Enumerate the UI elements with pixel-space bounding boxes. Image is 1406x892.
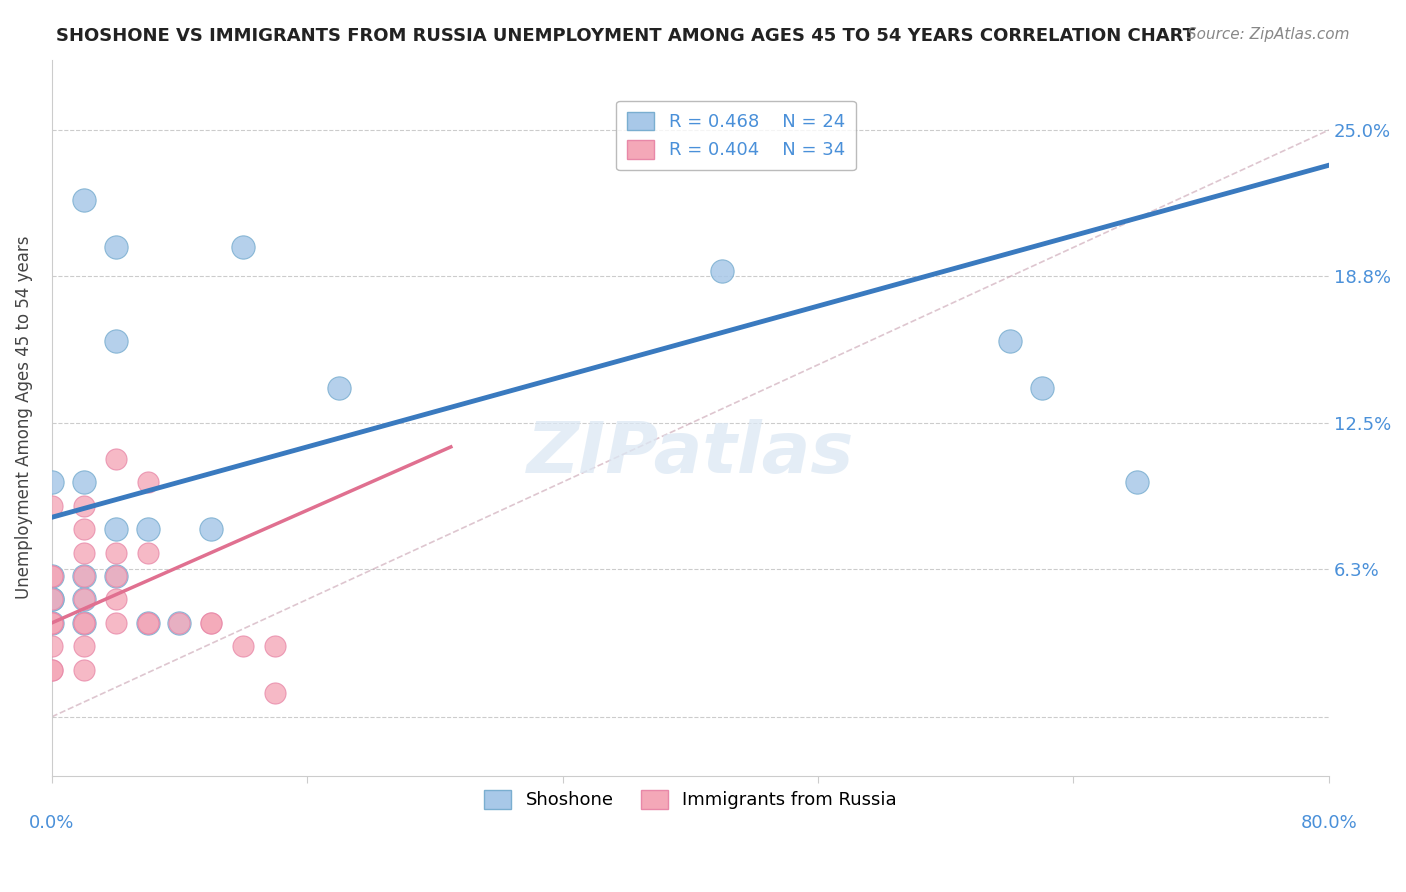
Point [41,615,63,630]
Point [1031,381,1053,395]
Point [73,475,96,489]
Point [136,615,159,630]
Point [136,475,159,489]
Point [104,522,127,536]
Point [104,240,127,254]
Point [998,334,1021,349]
Point [41,569,63,583]
Point [73,615,96,630]
Point [73,194,96,208]
Point [200,615,222,630]
Point [73,522,96,536]
Point [41,569,63,583]
Text: ZIPatlas: ZIPatlas [527,419,853,488]
Point [136,615,159,630]
Point [136,522,159,536]
Point [41,475,63,489]
Point [73,569,96,583]
Point [169,615,191,630]
Point [264,686,287,700]
Text: 0.0%: 0.0% [30,814,75,832]
Point [104,592,127,607]
Point [264,640,287,654]
Point [41,615,63,630]
Point [104,615,127,630]
Legend: Shoshone, Immigrants from Russia: Shoshone, Immigrants from Russia [477,783,904,816]
Point [136,615,159,630]
Point [73,640,96,654]
Text: 80.0%: 80.0% [1301,814,1357,832]
Text: SHOSHONE VS IMMIGRANTS FROM RUSSIA UNEMPLOYMENT AMONG AGES 45 TO 54 YEARS CORREL: SHOSHONE VS IMMIGRANTS FROM RUSSIA UNEMP… [56,27,1195,45]
Point [73,545,96,559]
Point [73,569,96,583]
Point [73,615,96,630]
Point [41,663,63,677]
Point [104,334,127,349]
Point [200,615,222,630]
Point [41,592,63,607]
Point [73,592,96,607]
Point [41,615,63,630]
Point [1126,475,1149,489]
Point [41,592,63,607]
Point [232,640,254,654]
Point [41,592,63,607]
Point [73,663,96,677]
Point [136,545,159,559]
Point [41,499,63,513]
Point [104,569,127,583]
Point [41,640,63,654]
Point [41,615,63,630]
Point [73,615,96,630]
Point [232,240,254,254]
Point [104,569,127,583]
Point [73,499,96,513]
Point [41,569,63,583]
Text: Source: ZipAtlas.com: Source: ZipAtlas.com [1187,27,1350,42]
Point [73,592,96,607]
Point [104,545,127,559]
Point [41,663,63,677]
Point [711,264,734,278]
Point [169,615,191,630]
Y-axis label: Unemployment Among Ages 45 to 54 years: Unemployment Among Ages 45 to 54 years [15,235,32,599]
Point [104,451,127,466]
Point [200,522,222,536]
Point [328,381,350,395]
